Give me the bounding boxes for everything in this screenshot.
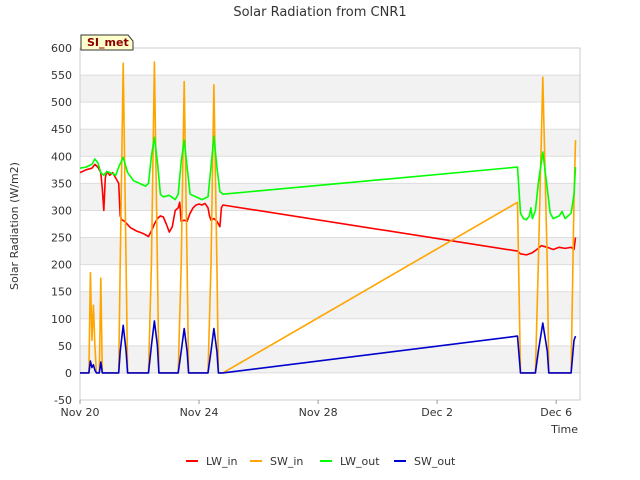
y-tick-label: 350 [51, 177, 72, 190]
y-axis-label: Solar Radiation (W/m2) [8, 162, 21, 290]
legend-label-sw-in: SW_in [270, 455, 303, 468]
legend: LW_in SW_in LW_out SW_out [186, 455, 456, 468]
y-tick-label: 450 [51, 123, 72, 136]
x-tick-label: Nov 28 [299, 406, 338, 419]
plot-frame [79, 47, 581, 401]
series-line-sw-out [80, 320, 577, 374]
y-tick-label: 0 [65, 367, 72, 380]
y-tick-label: 250 [51, 232, 72, 245]
y-ticks: -50 0 50 100 150 200 250 300 350 400 450 500 550 600 [51, 42, 72, 407]
y-tick-label: 500 [51, 96, 72, 109]
x-ticks: Nov 20 Nov 24 Nov 28 Dec 2 Dec 6 [61, 400, 572, 419]
legend-label-sw-out: SW_out [414, 455, 456, 468]
series-line-lw-out [79, 135, 577, 221]
x-axis-label: Time [550, 423, 578, 436]
x-tick-label: Nov 24 [180, 406, 219, 419]
y-tick-label: 550 [51, 69, 72, 82]
series-line-lw-in [79, 163, 577, 256]
legend-label-lw-out: LW_out [340, 455, 380, 468]
y-tick-label: 300 [51, 204, 72, 217]
y-tick-label: 600 [51, 42, 72, 55]
x-tick-label: Nov 20 [61, 406, 100, 419]
background-band [80, 129, 580, 157]
series-layer [79, 61, 577, 374]
station-badge-text: SI_met [87, 36, 129, 49]
station-badge-box [80, 34, 134, 51]
background-bands [80, 75, 580, 373]
x-tick-label: Dec 6 [540, 406, 572, 419]
y-tick-label: -50 [54, 394, 72, 407]
background-band [80, 75, 580, 103]
background-band [80, 183, 580, 211]
station-badge: SI_met [80, 34, 134, 51]
background-band [80, 237, 580, 265]
y-tick-label: 50 [58, 340, 72, 353]
chart-title: Solar Radiation from CNR1 [233, 5, 406, 20]
y-tick-label: 150 [51, 286, 72, 299]
legend-label-lw-in: LW_in [206, 455, 238, 468]
y-tick-label: 200 [51, 259, 72, 272]
y-tick-label: 100 [51, 313, 72, 326]
y-tick-label: 400 [51, 150, 72, 163]
background-band [80, 291, 580, 319]
x-tick-label: Dec 2 [421, 406, 453, 419]
